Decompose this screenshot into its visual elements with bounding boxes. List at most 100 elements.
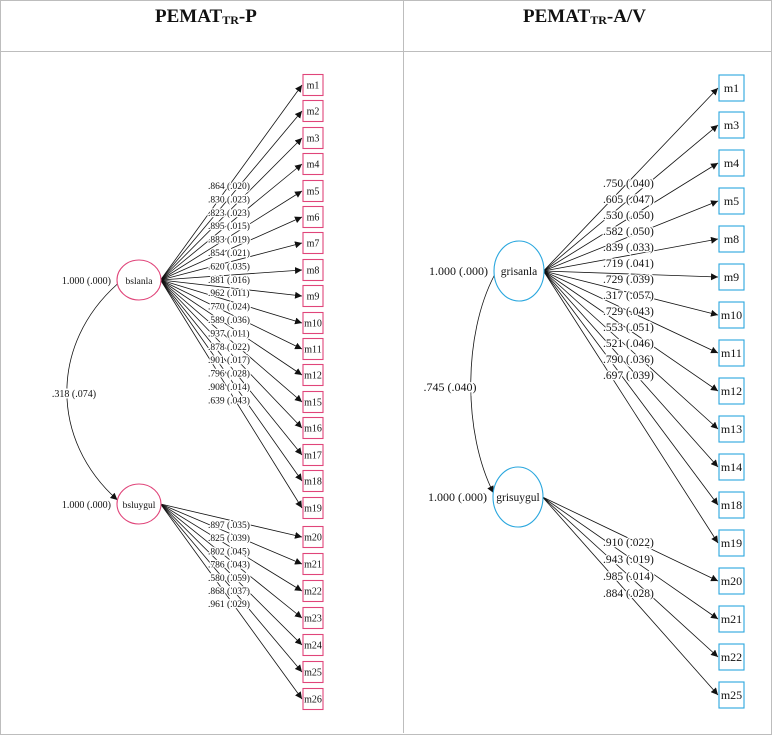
item-box	[718, 643, 745, 671]
item-box	[302, 660, 324, 684]
title-suffix: -A/V	[606, 6, 646, 27]
item-box	[302, 363, 324, 387]
item-label: m3	[724, 118, 739, 132]
loading-estimate: .830 (.023)	[208, 194, 250, 205]
loading-arrow	[160, 216, 303, 281]
item-label: m4	[307, 160, 320, 171]
item-label: m10	[304, 319, 322, 330]
item-label: m18	[721, 498, 742, 512]
loading-estimate: .908 (.014)	[208, 382, 250, 393]
item-label: m24	[304, 641, 322, 652]
loading-arrow	[160, 503, 303, 565]
item-box	[718, 149, 745, 177]
loading-estimate: .790 (.036)	[603, 354, 654, 366]
item-box	[302, 311, 324, 335]
latent-factor-ellipse	[116, 259, 162, 301]
panel-diagram-1: .745 (.040) grisanla 1.000 (.000) grisuygul…	[422, 74, 745, 709]
item-label: m11	[304, 345, 321, 356]
item-label: m21	[304, 560, 322, 571]
loading-arrow	[543, 270, 719, 544]
item-label: m16	[304, 424, 322, 435]
loading-estimate: .802 (.045)	[208, 546, 250, 557]
loading-estimate: .639 (.043)	[208, 395, 250, 406]
item-label: m7	[307, 239, 320, 250]
loading-estimate: .582 (.050)	[603, 226, 654, 238]
loading-arrow	[543, 236, 719, 272]
loading-estimate: .825 (.039)	[208, 533, 250, 544]
column-divider	[403, 0, 404, 733]
item-label: m9	[724, 270, 739, 284]
item-label: m12	[721, 384, 742, 398]
loading-arrow	[160, 279, 303, 299]
loading-estimate: .839 (.033)	[603, 242, 654, 254]
loading-estimate: .937 (.011)	[208, 328, 250, 339]
item-label: m4	[724, 156, 739, 170]
loading-estimate: .823 (.023)	[208, 208, 250, 219]
item-label: m2	[307, 107, 320, 118]
loading-arrow	[160, 163, 303, 281]
factor-variance-label: 1.000 (.000)	[428, 490, 487, 504]
loading-estimate: .786 (.043)	[208, 560, 250, 571]
title-main: PEMAT	[523, 6, 591, 27]
item-label: m1	[724, 81, 739, 95]
panel-diagram-0: .318 (.074) bslanla 1.000 (.000) bsluygul 1.…	[50, 73, 324, 711]
item-box	[302, 337, 324, 361]
loading-arrow	[160, 279, 303, 325]
loading-estimate: .881 (.016)	[208, 275, 250, 286]
item-label: m12	[304, 371, 322, 382]
item-box	[718, 339, 745, 367]
loading-arrow	[543, 270, 719, 354]
latent-factor-name: grisanla	[501, 266, 537, 278]
panel-title-pemat-p: PEMATTR-P	[155, 6, 257, 28]
title-subscript: TR	[590, 13, 607, 27]
loading-arrow	[160, 279, 303, 429]
item-box	[302, 126, 324, 150]
loading-arrow	[542, 496, 719, 620]
loading-arrow	[160, 279, 303, 482]
loading-arrow	[160, 190, 303, 281]
item-box	[302, 579, 324, 603]
loading-arrow	[543, 270, 719, 281]
item-label: m8	[724, 232, 739, 246]
loading-estimate: .770 (.024)	[208, 302, 250, 313]
item-label: m25	[721, 688, 742, 702]
item-box	[302, 284, 324, 308]
item-box	[302, 152, 324, 176]
loading-arrow	[543, 200, 719, 272]
title-subscript: TR	[222, 13, 239, 27]
latent-factor-ellipse	[492, 466, 544, 528]
item-box	[718, 415, 745, 443]
loading-estimate: .317 (.057)	[603, 290, 654, 302]
item-box	[302, 205, 324, 229]
loading-arrow	[160, 110, 303, 281]
item-label: m5	[724, 194, 739, 208]
loading-arrow	[160, 503, 303, 646]
item-box	[302, 552, 324, 576]
item-box	[302, 390, 324, 414]
item-label: m11	[721, 346, 742, 360]
factor-variance-label: 1.000 (.000)	[62, 276, 111, 287]
loading-estimate: .729 (.039)	[603, 274, 654, 286]
item-box	[302, 179, 324, 203]
loading-arrow	[160, 137, 303, 281]
loading-estimate: .864 (.020)	[208, 181, 250, 192]
loading-arrow	[160, 503, 303, 539]
loading-estimate: .729 (.043)	[603, 306, 654, 318]
item-label: m5	[307, 187, 320, 198]
loading-arrow	[160, 503, 303, 673]
item-box	[302, 687, 324, 711]
item-box	[302, 416, 324, 440]
loading-estimate: .910 (.022)	[603, 537, 654, 549]
loading-arrow	[160, 241, 303, 281]
loading-estimate: .796 (.028)	[208, 369, 250, 380]
item-box	[718, 263, 745, 291]
loading-arrow	[543, 270, 719, 506]
latent-factor-ellipse	[493, 240, 545, 302]
item-box	[302, 496, 324, 520]
loading-estimate: .868 (.037)	[208, 586, 250, 597]
loading-arrow	[160, 84, 303, 281]
loading-arrow	[160, 503, 303, 592]
loading-arrow	[543, 124, 719, 272]
item-label: m14	[721, 460, 742, 474]
item-box	[302, 525, 324, 549]
